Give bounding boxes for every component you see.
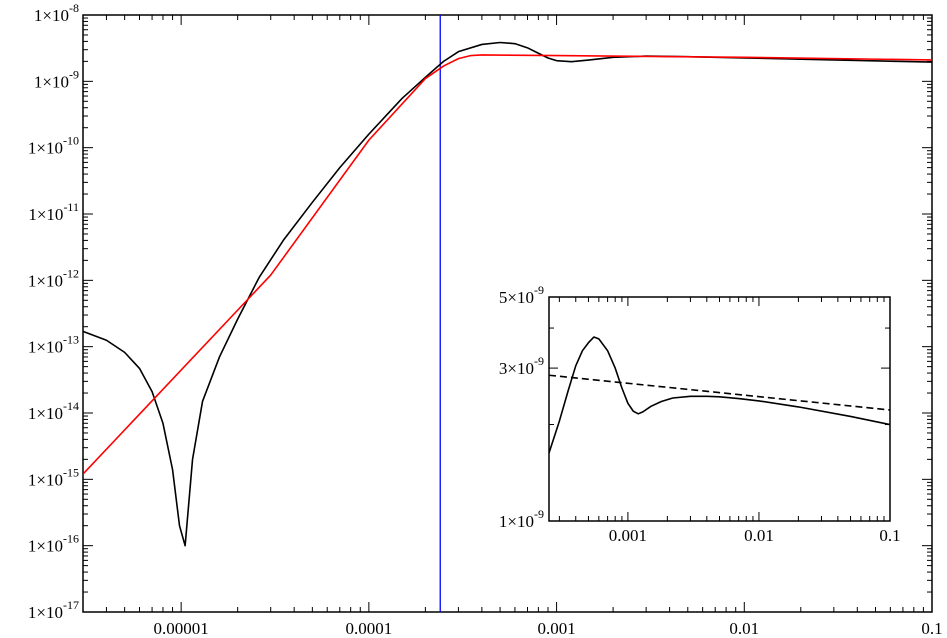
inset-x-tick-label: 0.1	[879, 526, 900, 545]
inset-y-tick-label: 1×10-9	[499, 507, 544, 531]
inset-x-tick-label: 0.001	[609, 526, 647, 545]
main-series-line-0	[83, 41, 932, 547]
inset-y-tick-label: 5×10-9	[499, 283, 544, 307]
main-x-tick-label: 0.1	[921, 619, 942, 638]
main-y-tick-label: 1×10-12	[28, 266, 79, 290]
inset-series-line-0	[549, 336, 890, 454]
main-y-tick-label: 1×10-15	[28, 465, 79, 489]
inset-x-tick-label: 0.01	[744, 526, 774, 545]
main-x-tick-label: 0.001	[537, 619, 575, 638]
main-y-tick-label: 1×10-11	[28, 200, 79, 224]
main-x-tick-label: 0.01	[729, 619, 759, 638]
inset-series-line-1	[549, 374, 890, 411]
main-y-tick-label: 1×10-10	[28, 134, 79, 158]
main-y-tick-label: 1×10-17	[28, 598, 79, 622]
main-y-tick-label: 1×10-9	[34, 67, 79, 91]
inset-plot: 0.001 0.01 0.1 1×10-9 3×10-9 5×10-9	[499, 283, 901, 545]
main-series-line-1	[83, 54, 932, 475]
main-y-tick-label: 1×10-14	[28, 399, 79, 423]
inset-y-tick-label: 3×10-9	[499, 354, 544, 378]
inset-frame	[548, 296, 891, 522]
main-y-tick-label: 1×10-16	[28, 532, 79, 556]
main-x-tick-label: 0.0001	[345, 619, 392, 638]
main-y-tick-label: 1×10-13	[28, 333, 79, 357]
main-y-tick-label: 1×10-8	[34, 1, 79, 25]
main-x-tick-label: 0.00001	[154, 619, 209, 638]
